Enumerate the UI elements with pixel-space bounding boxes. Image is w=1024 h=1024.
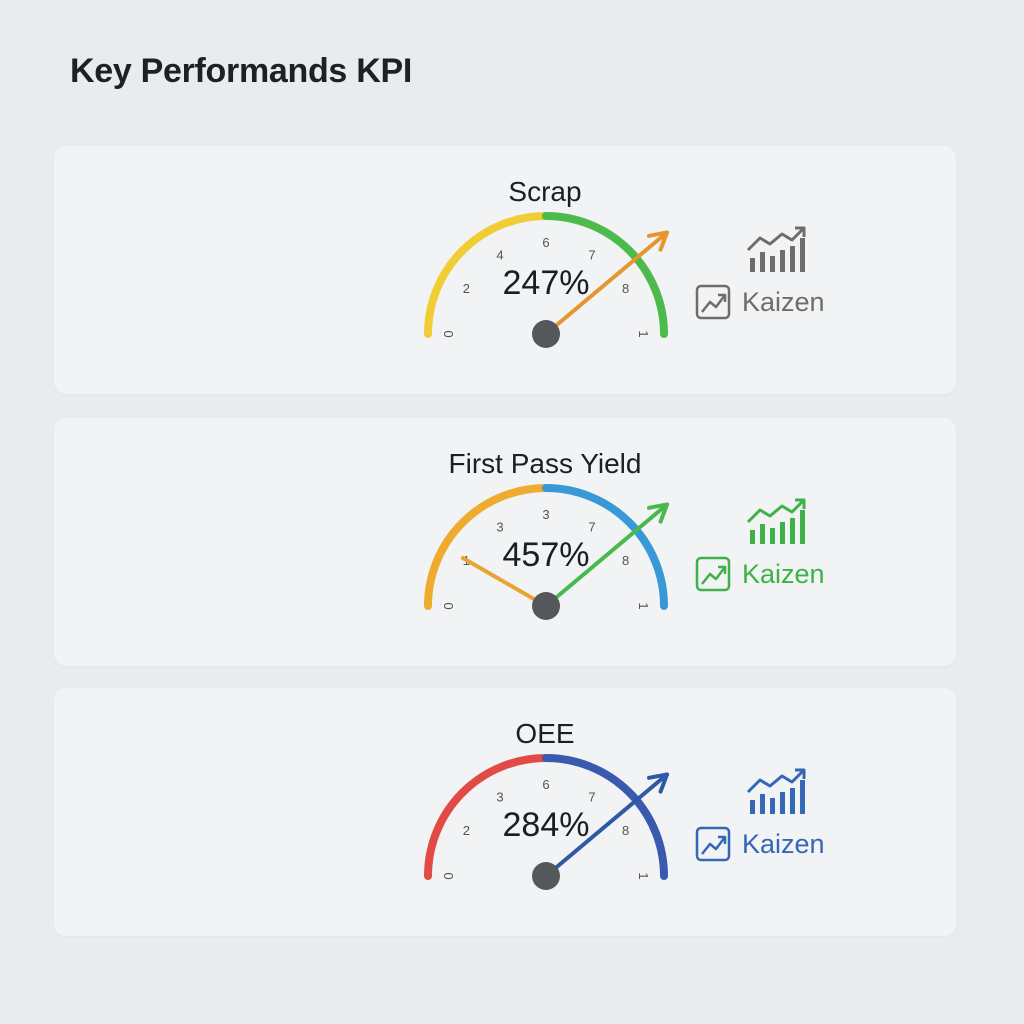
trend-chart-icon — [746, 226, 806, 272]
trend-arrow-icon — [695, 284, 731, 320]
kaizen-label: Kaizen — [742, 559, 825, 589]
kaizen-block[interactable]: Kaizen — [694, 496, 834, 596]
gauge-arc-right — [542, 484, 668, 610]
gauge-tick-label: 1 — [636, 602, 651, 609]
kpi-title: First Pass Yield — [448, 448, 642, 479]
gauge-arc-right — [542, 754, 668, 880]
gauge-hub — [532, 592, 560, 620]
gauge-value: 247% — [503, 264, 590, 302]
gauge-value: 284% — [503, 806, 590, 844]
trend-arrow-icon — [695, 826, 731, 862]
kaizen-block[interactable]: Kaizen — [694, 224, 834, 324]
gauge-tick-label: 1 — [636, 330, 651, 337]
gauge-needle — [544, 230, 670, 336]
gauge-tick-label: 0 — [441, 872, 456, 879]
gauge-arc-left — [424, 484, 550, 610]
gauge-tick-label: 0 — [441, 602, 456, 609]
kpi-card: First Pass Yield0133781457%Kaizen — [54, 418, 956, 666]
gauge-tick-label: 8 — [622, 553, 629, 568]
kpi-title: OEE — [515, 718, 575, 749]
gauge-arc-left — [424, 754, 550, 880]
gauge-value: 457% — [503, 536, 590, 574]
page-title: Key Performands KPI — [70, 52, 412, 90]
gauge-tick-label: 3 — [496, 519, 503, 534]
gauge-tick-label: 2 — [463, 823, 470, 838]
gauge-tick-label: 8 — [622, 823, 629, 838]
gauge-tick-label: 2 — [463, 281, 470, 296]
gauge-arc-left — [424, 212, 550, 338]
kpi-gauge: 0 2 3 6 7 8 1 284% — [354, 748, 734, 938]
gauge-needle-arrowhead — [646, 502, 670, 524]
kpi-card: Scrap 0 2 4 6 7 8 1 247% Kaizen — [54, 146, 956, 394]
gauge-tick-label: 7 — [588, 789, 595, 804]
gauge-needle-arrowhead — [646, 230, 670, 252]
gauge-tick-label: 7 — [588, 247, 595, 262]
kaizen-label: Kaizen — [742, 287, 825, 317]
kpi-title: Scrap — [508, 176, 582, 207]
trend-arrow-icon — [695, 556, 731, 592]
gauge-arc-right — [542, 212, 668, 338]
gauge-hub — [532, 862, 560, 890]
gauge-tick-label: 6 — [542, 235, 549, 250]
gauge-tick-label: 8 — [622, 281, 629, 296]
kaizen-block[interactable]: Kaizen — [694, 766, 834, 866]
kpi-gauge: 0 2 4 6 7 8 1 247% — [354, 206, 734, 396]
gauge-secondary-needle — [460, 556, 548, 608]
gauge-tick-label: 0 — [441, 330, 456, 337]
gauge-tick-label: 6 — [542, 777, 549, 792]
kaizen-label: Kaizen — [742, 829, 825, 859]
kpi-card: OEE 0 2 3 6 7 8 1 284% Kaizen — [54, 688, 956, 936]
trend-chart-icon — [746, 768, 806, 814]
gauge-tick-label: 3 — [542, 507, 549, 522]
kpi-gauge: 0133781457% — [354, 478, 734, 668]
gauge-needle-arrowhead — [646, 772, 670, 794]
gauge-needle — [544, 502, 670, 608]
gauge-needle — [544, 772, 670, 878]
gauge-tick-label: 4 — [496, 247, 503, 262]
gauge-tick-label: 3 — [496, 789, 503, 804]
trend-chart-icon — [746, 498, 806, 544]
gauge-hub — [532, 320, 560, 348]
gauge-tick-label: 1 — [636, 872, 651, 879]
gauge-tick-label: 7 — [588, 519, 595, 534]
